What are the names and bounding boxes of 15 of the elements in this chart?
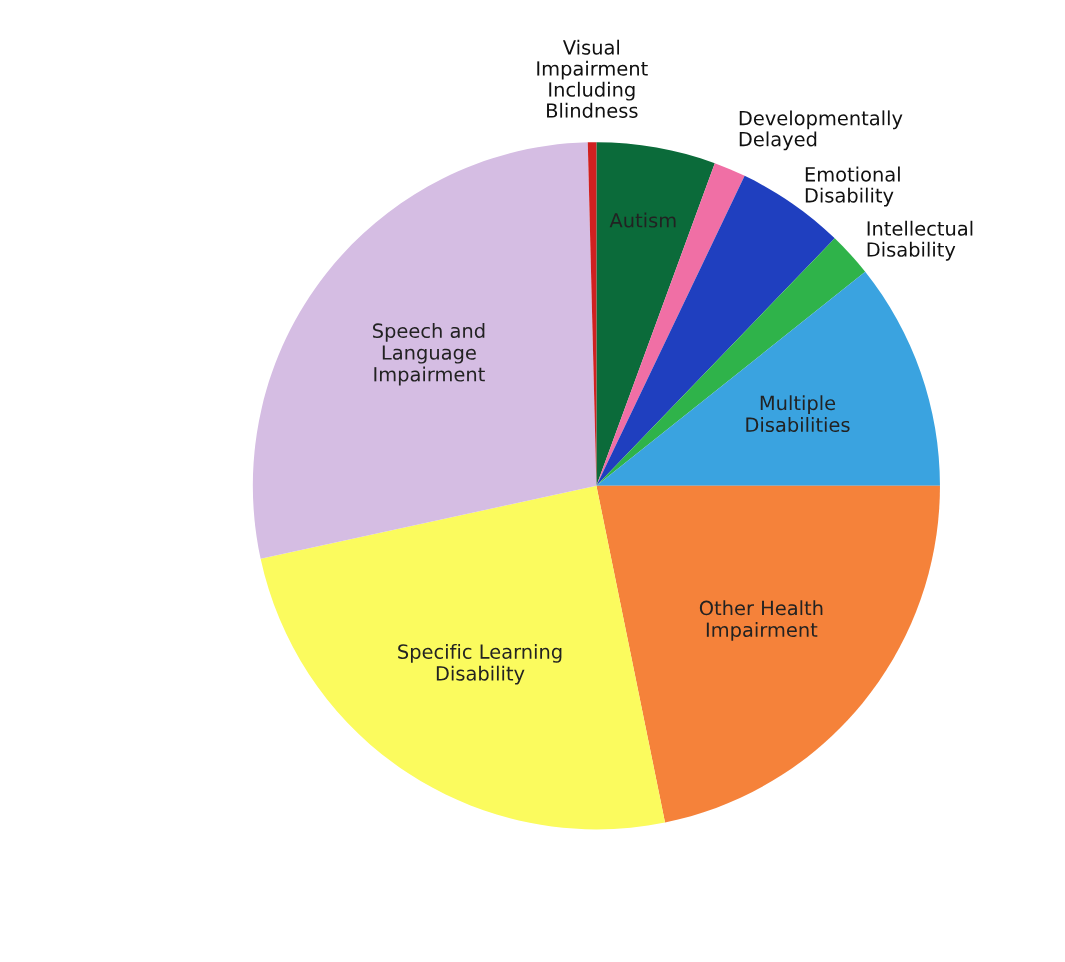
slice-label: Multiple Disabilities [746,395,850,433]
pie-slice [260,485,666,830]
slice-label: Intellectual Disability [867,220,973,261]
pie-slice [596,142,715,486]
pie-slice [596,163,745,486]
slice-label: Visual Impairment Including Blindness [537,39,648,118]
slice-label: Speech and Language Impairment [372,323,485,386]
slice-label: Autism [609,212,676,228]
slice-label: Other Health Impairment [699,600,823,641]
slice-label: Specific Learning Disability [398,643,562,685]
slice-label: Developmentally Delayed [739,110,903,151]
pie-slice [596,271,940,486]
pie-slice [596,485,940,823]
pie-slice [252,142,597,559]
slice-label: Emotional Disability [805,166,900,207]
